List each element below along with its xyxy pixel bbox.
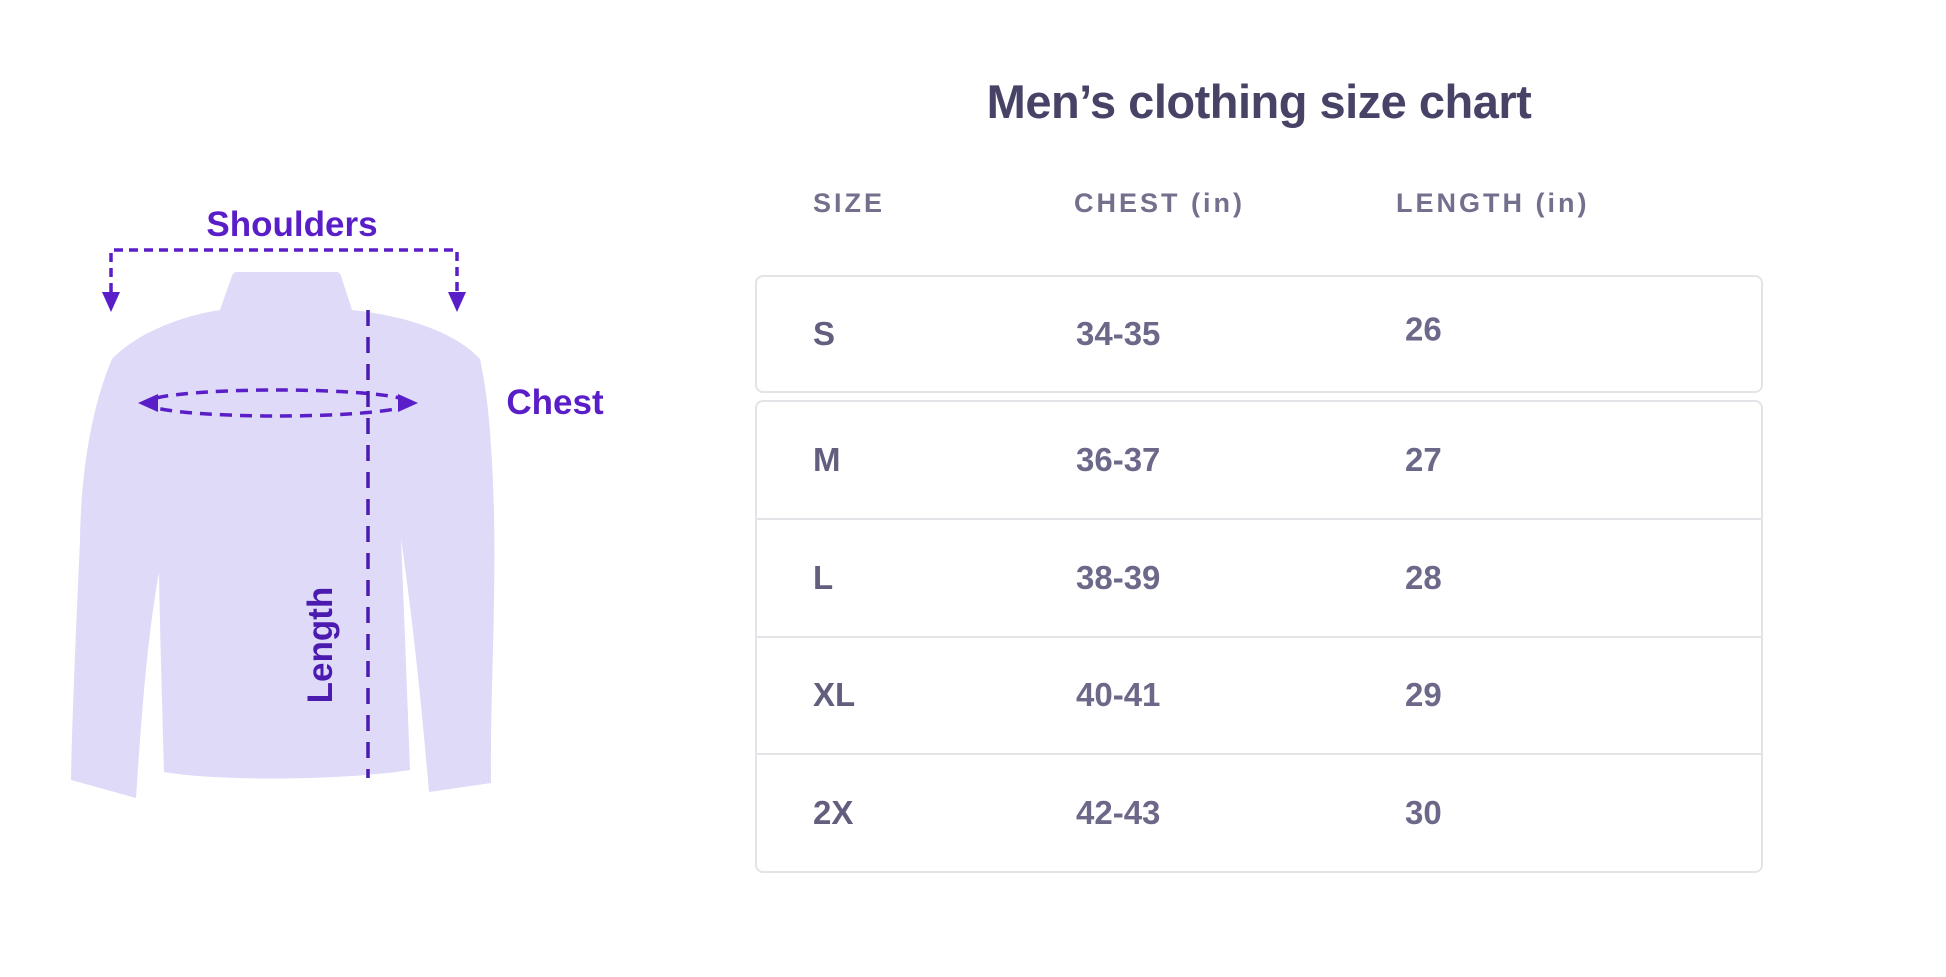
shoulders-label: Shoulders	[206, 205, 377, 244]
cell-chest: 42-43	[1076, 794, 1161, 832]
cell-chest: 38-39	[1076, 558, 1161, 596]
cell-length: 26	[1405, 310, 1442, 348]
cell-size: XL	[813, 676, 856, 714]
shoulders-measure-bracket	[109, 248, 459, 292]
cell-length: 29	[1405, 676, 1442, 714]
table-header-chest: CHEST (in)	[1074, 188, 1245, 218]
cell-length: 30	[1405, 794, 1442, 832]
chest-label: Chest	[506, 383, 604, 422]
cell-chest: 40-41	[1076, 676, 1161, 714]
size-table-box-m-2x: M 36-37 27 L 38-39 28 XL 40-41 29 2X 42-…	[755, 400, 1763, 873]
cell-chest: 34-35	[1076, 315, 1161, 352]
table-row-2x: 2X 42-43 30	[757, 753, 1761, 871]
shirt-measurement-diagram: Shoulders Length Chest	[71, 205, 604, 798]
cell-size: M	[813, 440, 841, 478]
shirt-silhouette	[71, 272, 495, 798]
chest-arrow-left-icon	[138, 394, 158, 412]
page-title: Men’s clothing size chart	[986, 75, 1532, 128]
table-row-s: S 34-35 26	[757, 277, 1761, 391]
table-row-m: M 36-37 27	[757, 402, 1761, 518]
table-header-size: SIZE	[813, 188, 886, 218]
table-row-xl: XL 40-41 29	[757, 635, 1761, 754]
chest-arrow-right-icon	[398, 394, 418, 412]
cell-length: 28	[1405, 558, 1442, 596]
cell-size: S	[813, 315, 836, 352]
table-header-length: LENGTH (in)	[1396, 188, 1590, 218]
shoulders-arrow-right-icon	[448, 292, 466, 312]
length-label: Length	[301, 587, 340, 704]
cell-chest: 36-37	[1076, 440, 1161, 478]
cell-length: 27	[1405, 440, 1442, 478]
cell-size: 2X	[813, 794, 854, 832]
size-table-box-s: S 34-35 26	[755, 275, 1763, 393]
shoulders-arrow-left-icon	[102, 292, 120, 312]
table-row-l: L 38-39 28	[757, 517, 1761, 636]
cell-size: L	[813, 558, 834, 596]
